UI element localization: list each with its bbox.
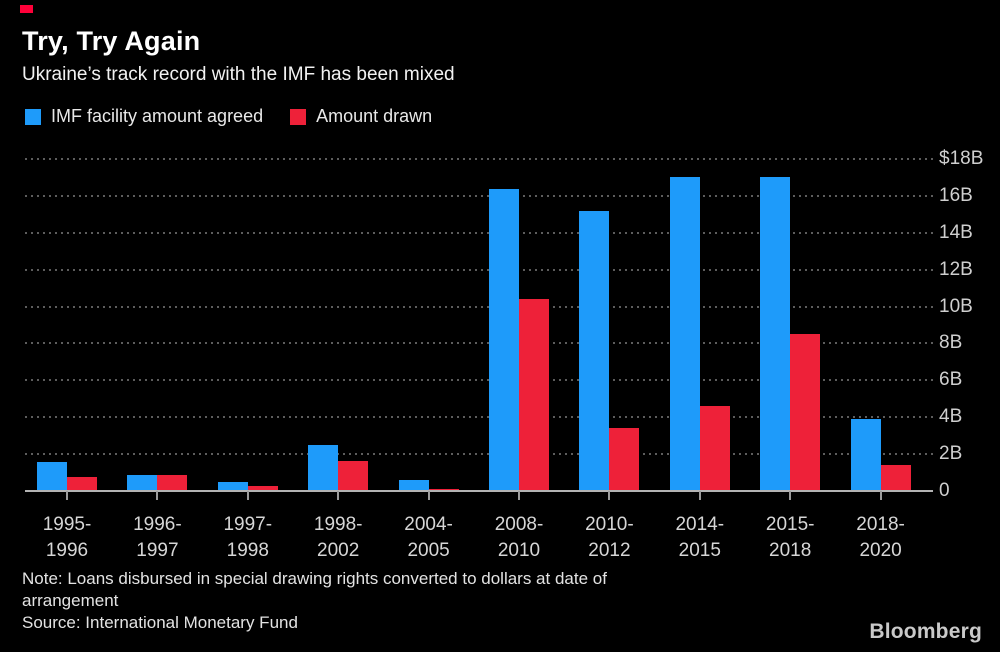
legend-label: Amount drawn (316, 106, 433, 126)
legend: IMF facility amount agreed Amount drawn (25, 106, 432, 127)
x-axis-category-label: 1996- 1997 (133, 514, 182, 561)
bar-amount-drawn (157, 475, 188, 491)
x-axis-tick (698, 491, 701, 500)
legend-swatch-icon (290, 108, 307, 125)
x-axis-tick (427, 491, 430, 500)
y-axis-tick-label: 4B (939, 406, 963, 428)
gridline (25, 305, 933, 308)
y-axis-tick-label: 16B (939, 184, 973, 206)
gridline (25, 342, 933, 345)
y-axis-tick-label: 12B (939, 258, 973, 280)
gridline (25, 379, 933, 382)
x-axis-tick (66, 491, 68, 500)
legend-swatch-icon (25, 108, 41, 125)
x-axis-tick (608, 491, 611, 500)
x-axis-tick (337, 491, 340, 500)
x-axis-category-label: 2014- 2015 (675, 514, 725, 561)
bar-facility-agreed (579, 210, 610, 491)
bar-amount-drawn (880, 465, 911, 491)
x-axis-category-label: 2018- 2020 (856, 514, 905, 561)
x-axis-category-label: 1998- 2002 (313, 514, 363, 561)
bar-facility-agreed (850, 419, 881, 491)
y-axis-tick-label: $18B (939, 148, 984, 169)
gridline (25, 231, 933, 234)
chart-footnotes: Note: Loans disbursed in special drawing… (22, 568, 607, 634)
chart-subtitle: Ukraine’s track record with the IMF has … (22, 64, 455, 85)
y-axis-tick-label: 10B (939, 295, 973, 317)
bar-amount-drawn (790, 334, 821, 491)
gridline (25, 158, 933, 160)
x-axis-line (25, 490, 933, 492)
legend-item: Amount drawn (290, 106, 432, 127)
x-axis-category-label: 1997- 1998 (223, 514, 273, 561)
x-axis-category-label: 2008- 2010 (494, 514, 544, 561)
bar-facility-agreed (127, 475, 158, 491)
bar-facility-agreed (760, 177, 791, 491)
chart-note-line2: arrangement (22, 591, 119, 610)
bar-facility-agreed (398, 479, 429, 491)
x-axis-tick (789, 491, 792, 500)
bar-amount-drawn (519, 299, 549, 491)
y-axis-tick-label: 2B (939, 443, 963, 465)
legend-item: IMF facility amount agreed (25, 106, 263, 127)
gridline (25, 194, 933, 197)
chart-source: Source: International Monetary Fund (22, 613, 298, 632)
bar-amount-drawn (247, 486, 278, 491)
bloomberg-red-mark-icon (20, 5, 33, 13)
x-axis-tick (156, 491, 159, 500)
chart-title: Try, Try Again (22, 26, 201, 56)
bar-amount-drawn (67, 476, 97, 491)
bar-amount-drawn (609, 428, 640, 491)
x-axis-tick (246, 491, 249, 500)
y-axis-tick-label: 0 (939, 480, 950, 501)
gridline (25, 268, 933, 271)
x-axis-category-label: 2010- 2012 (585, 514, 634, 561)
x-axis-category-label: 2015- 2018 (765, 514, 815, 561)
gridline (25, 416, 933, 419)
bar-facility-agreed (308, 444, 339, 491)
gridline (25, 453, 933, 456)
y-axis-tick-label: 6B (939, 369, 963, 391)
bar-facility-agreed (669, 177, 700, 491)
chart-note-line1: Note: Loans disbursed in special drawing… (22, 569, 607, 588)
bar-facility-agreed (217, 481, 248, 491)
bar-facility-agreed (489, 188, 519, 491)
bloomberg-logo: Bloomberg (869, 620, 982, 643)
x-axis-category-label: 2004- 2005 (404, 514, 453, 561)
y-axis-tick-label: 14B (939, 221, 973, 243)
bar-amount-drawn (338, 461, 369, 491)
legend-label: IMF facility amount agreed (51, 106, 264, 126)
bar-amount-drawn (699, 406, 730, 491)
y-axis-tick-label: 8B (939, 332, 963, 354)
bar-facility-agreed (37, 462, 67, 491)
x-axis-tick (518, 491, 520, 500)
x-axis-tick (879, 491, 882, 500)
x-axis-category-label: 1995- 1996 (42, 514, 92, 561)
